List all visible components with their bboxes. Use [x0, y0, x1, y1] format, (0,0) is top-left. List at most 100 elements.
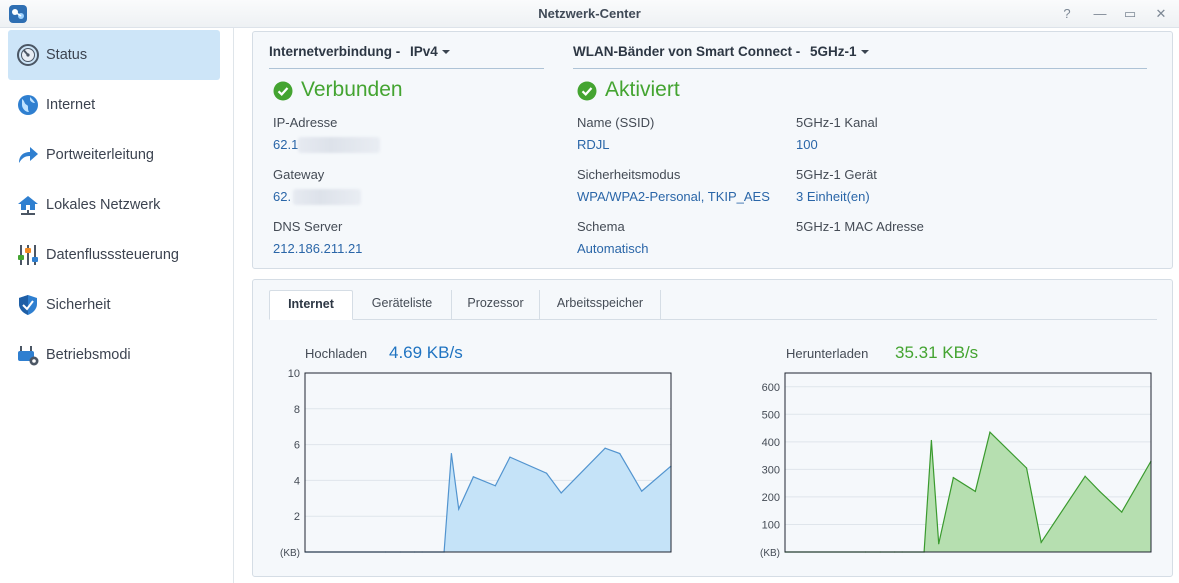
- close-button[interactable]: ✕: [1155, 6, 1167, 21]
- network-center-icon: [9, 5, 27, 23]
- series-area: [785, 432, 1151, 552]
- data-point: [938, 543, 940, 545]
- sidebar-item-internet[interactable]: Internet: [8, 80, 220, 130]
- gateway-value: 62.: [273, 189, 292, 204]
- schema-value: Automatisch: [577, 241, 649, 256]
- globe-icon: [18, 95, 38, 115]
- channel-value: 100: [796, 137, 818, 152]
- data-point: [494, 485, 496, 487]
- band-dropdown[interactable]: 5GHz-1: [810, 44, 869, 59]
- tab-prozessor[interactable]: Prozessor: [452, 290, 540, 320]
- tab-bar: Internet Geräteliste Prozessor Arbeitssp…: [269, 290, 1157, 320]
- chevron-down-icon: [860, 50, 869, 55]
- y-tick-label: 500: [762, 409, 780, 421]
- sidebar-item-label: Sicherheit: [46, 297, 111, 313]
- internet-heading-label: Internetverbindung -: [269, 44, 401, 59]
- traffic-panel: Internet Geräteliste Prozessor Arbeitssp…: [252, 279, 1173, 577]
- gateway-label: Gateway: [273, 167, 325, 182]
- sidebar: Status Internet Portweiterleitung Lokale…: [0, 28, 234, 583]
- y-tick-label: 400: [762, 437, 780, 449]
- chevron-down-icon: [441, 50, 450, 55]
- series-area: [305, 448, 671, 552]
- device-count-label: 5GHz-1 Gerät: [796, 167, 877, 182]
- schema-label: Schema: [577, 219, 625, 234]
- router-gear-icon: [18, 346, 39, 366]
- data-point: [1099, 490, 1101, 493]
- y-tick-label: 8: [294, 404, 300, 416]
- shield-icon: [19, 295, 37, 315]
- gauge-icon: [17, 44, 39, 66]
- tab-geraeteliste[interactable]: Geräteliste: [353, 290, 452, 320]
- y-tick-label: 600: [762, 382, 780, 394]
- tab-arbeitsspeicher[interactable]: Arbeitsspeicher: [540, 290, 661, 320]
- y-tick-label: 100: [762, 519, 780, 531]
- y-unit-label: (KB): [760, 548, 780, 559]
- sidebar-item-betriebsmodi[interactable]: Betriebsmodi: [8, 330, 220, 380]
- upload-chart: 2 4 6 8 10 (KB): [280, 368, 672, 559]
- data-point: [458, 508, 460, 510]
- upload-rate: 4.69 KB/s: [389, 343, 463, 362]
- sidebar-item-label: Lokales Netzwerk: [46, 197, 161, 213]
- data-point: [952, 477, 954, 479]
- plot-frame: [304, 372, 672, 553]
- download-chart: 100 200 300 400 500 600 (KB): [760, 372, 1152, 559]
- sidebar-item-label: Internet: [46, 97, 96, 113]
- ip-version-dropdown[interactable]: IPv4: [410, 44, 450, 59]
- internet-status: Verbunden: [273, 78, 533, 104]
- data-point: [545, 472, 548, 474]
- data-point: [930, 439, 932, 442]
- redacted-ip-mask: [298, 137, 380, 153]
- y-tick-label: 6: [294, 440, 300, 452]
- security-mode-value: WPA/WPA2-Personal, TKIP_AES: [577, 189, 770, 204]
- mac-address-label: 5GHz-1 MAC Adresse: [796, 219, 924, 234]
- ssid-value: RDJL: [577, 137, 610, 152]
- ssid-label: Name (SSID): [577, 115, 655, 130]
- data-point: [641, 490, 643, 492]
- maximize-button[interactable]: ▭: [1123, 6, 1137, 21]
- sidebar-item-label: Betriebsmodi: [46, 347, 131, 363]
- minimize-button[interactable]: —: [1093, 6, 1107, 21]
- sidebar-item-portweiterleitung[interactable]: Portweiterleitung: [8, 130, 220, 180]
- sidebar-item-sicherheit[interactable]: Sicherheit: [8, 280, 220, 330]
- check-circle-icon: [577, 81, 597, 101]
- wlan-heading-label: WLAN-Bänder von Smart Connect -: [573, 44, 801, 59]
- upload-label: Hochladen: [305, 346, 368, 361]
- window-title: Netzwerk-Center: [538, 6, 641, 21]
- tab-internet[interactable]: Internet: [269, 290, 353, 320]
- sidebar-item-status[interactable]: Status: [8, 30, 220, 80]
- y-unit-label: (KB): [280, 548, 300, 559]
- sidebar-item-label: Status: [46, 47, 88, 63]
- help-button[interactable]: ?: [1063, 6, 1071, 21]
- sidebar-item-datenflusssteuerung[interactable]: Datenflusssteuerung: [8, 230, 220, 280]
- ip-address-value: 62.1: [273, 137, 299, 152]
- dns-server-label: DNS Server: [273, 219, 343, 234]
- internet-connection-heading: Internetverbindung - IPv4: [269, 44, 544, 69]
- data-point: [1040, 541, 1042, 543]
- data-point: [472, 476, 474, 478]
- title-bar: Netzwerk-Center ? — ▭ ✕: [0, 0, 1179, 28]
- connection-status-panel: Internetverbindung - IPv4 WLAN-Bänder vo…: [252, 31, 1173, 269]
- y-tick-label: 200: [762, 492, 780, 504]
- download-label: Herunterladen: [786, 346, 869, 361]
- wlan-status-text: Aktiviert: [605, 78, 680, 101]
- download-rate: 35.31 KB/s: [895, 343, 979, 362]
- data-point: [509, 456, 511, 458]
- ip-address-label: IP-Adresse: [273, 115, 338, 130]
- y-tick-label: 2: [294, 511, 300, 523]
- data-point: [619, 452, 621, 455]
- channel-label: 5GHz-1 Kanal: [796, 115, 878, 130]
- sidebar-item-label: Datenflusssteuerung: [46, 247, 179, 263]
- data-point: [1121, 511, 1123, 513]
- dns-server-value: 212.186.211.21: [273, 241, 363, 256]
- wlan-bands-heading: WLAN-Bänder von Smart Connect - 5GHz-1: [573, 44, 1147, 69]
- wlan-status: Aktiviert: [577, 78, 837, 104]
- data-point: [560, 492, 562, 494]
- home-network-icon: [18, 196, 38, 215]
- sliders-icon: [18, 245, 38, 265]
- data-point: [989, 431, 991, 433]
- data-point: [1025, 467, 1028, 469]
- y-tick-label: 300: [762, 464, 780, 476]
- plot-frame: [784, 372, 1152, 553]
- data-point: [974, 490, 976, 493]
- sidebar-item-lokales-netzwerk[interactable]: Lokales Netzwerk: [8, 180, 220, 230]
